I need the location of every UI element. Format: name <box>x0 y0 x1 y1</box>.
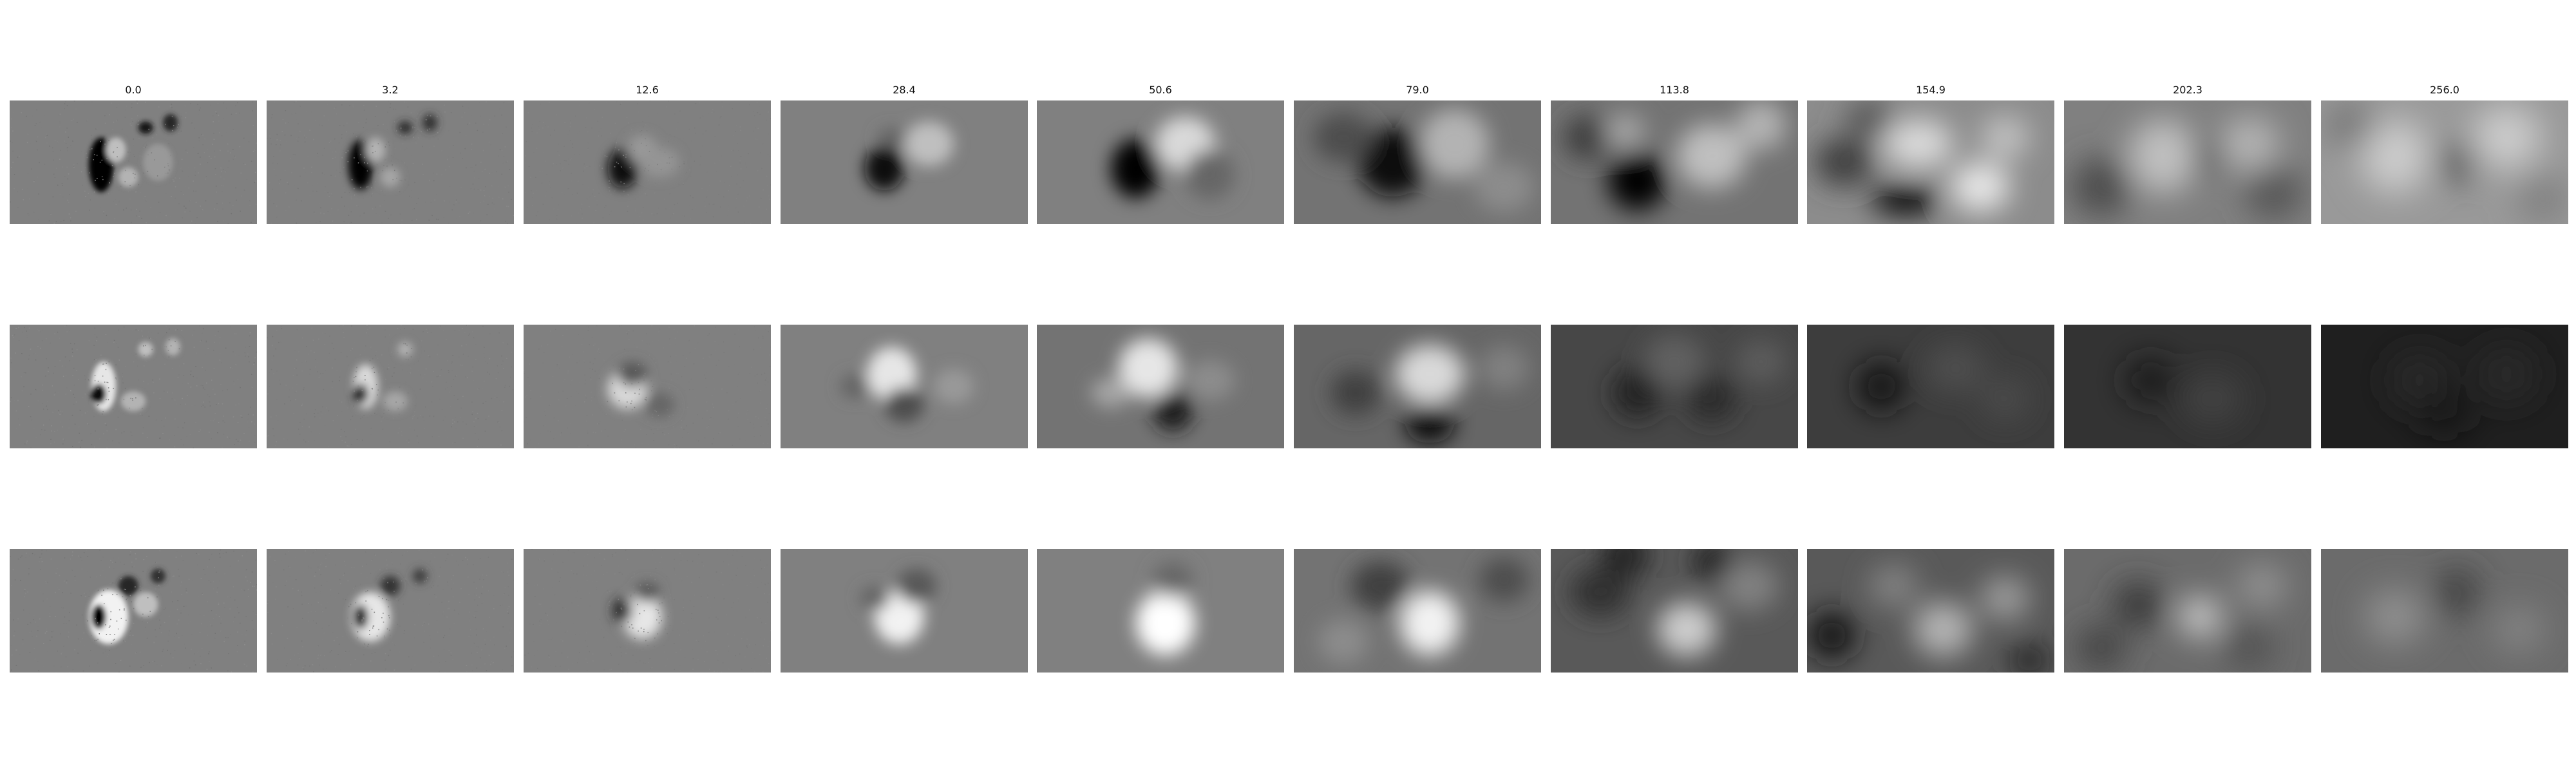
image-panel <box>2321 325 2568 448</box>
image-panel <box>10 549 257 673</box>
image-panel-render <box>1551 325 1798 448</box>
image-panel-render <box>267 325 514 448</box>
column-title: 202.3 <box>2173 84 2202 96</box>
image-panel-render <box>2321 100 2568 224</box>
image-panel-render <box>781 325 1028 448</box>
image-panel-render <box>267 100 514 224</box>
image-panel <box>1294 325 1541 448</box>
image-panel <box>781 100 1028 224</box>
image-panel-render <box>2321 325 2568 448</box>
image-panel-render <box>1037 100 1284 224</box>
image-panel-render <box>10 325 257 448</box>
column-title: 50.6 <box>1149 84 1172 96</box>
image-panel-render <box>1551 549 1798 673</box>
image-panel <box>1551 325 1798 448</box>
column-title: 28.4 <box>893 84 916 96</box>
image-panel-render <box>524 549 771 673</box>
image-panel <box>524 549 771 673</box>
image-panel-render <box>524 100 771 224</box>
image-panel <box>1807 325 2054 448</box>
image-panel-render <box>524 325 771 448</box>
image-panel <box>781 549 1028 673</box>
image-panel <box>267 100 514 224</box>
column-title: 79.0 <box>1406 84 1429 96</box>
image-panel <box>1294 100 1541 224</box>
image-panel-render <box>10 100 257 224</box>
column-title: 113.8 <box>1660 84 1689 96</box>
image-panel <box>1807 549 2054 673</box>
image-panel-render <box>1294 549 1541 673</box>
image-panel <box>10 325 257 448</box>
image-panel <box>2064 100 2311 224</box>
image-panel <box>2064 325 2311 448</box>
image-panel-render <box>10 549 257 673</box>
image-panel <box>2321 549 2568 673</box>
image-panel <box>1294 549 1541 673</box>
image-panel <box>1037 325 1284 448</box>
image-panel-render <box>1807 100 2054 224</box>
image-panel <box>267 325 514 448</box>
image-panel-render <box>781 549 1028 673</box>
image-panel <box>781 325 1028 448</box>
image-panel-render <box>1294 325 1541 448</box>
column-title: 256.0 <box>2430 84 2459 96</box>
column-title: 0.0 <box>125 84 142 96</box>
image-panel-render <box>2064 325 2311 448</box>
image-panel <box>2064 549 2311 673</box>
image-panel <box>267 549 514 673</box>
image-panel-render <box>1807 325 2054 448</box>
image-panel-render <box>2064 549 2311 673</box>
image-panel <box>1807 100 2054 224</box>
image-panel-render <box>1037 549 1284 673</box>
image-panel-render <box>1037 325 1284 448</box>
image-panel <box>1551 549 1798 673</box>
image-panel-render <box>1551 100 1798 224</box>
image-panel <box>524 100 771 224</box>
image-panel <box>524 325 771 448</box>
image-panel <box>1037 100 1284 224</box>
image-panel <box>1551 100 1798 224</box>
image-panel <box>10 100 257 224</box>
image-panel-render <box>1294 100 1541 224</box>
image-panel <box>1037 549 1284 673</box>
image-panel-render <box>781 100 1028 224</box>
column-title: 154.9 <box>1916 84 1946 96</box>
image-panel-render <box>2321 549 2568 673</box>
image-panel-render <box>1807 549 2054 673</box>
image-panel-render <box>267 549 514 673</box>
column-title: 12.6 <box>636 84 659 96</box>
image-panel <box>2321 100 2568 224</box>
column-title: 3.2 <box>382 84 399 96</box>
image-panel-render <box>2064 100 2311 224</box>
